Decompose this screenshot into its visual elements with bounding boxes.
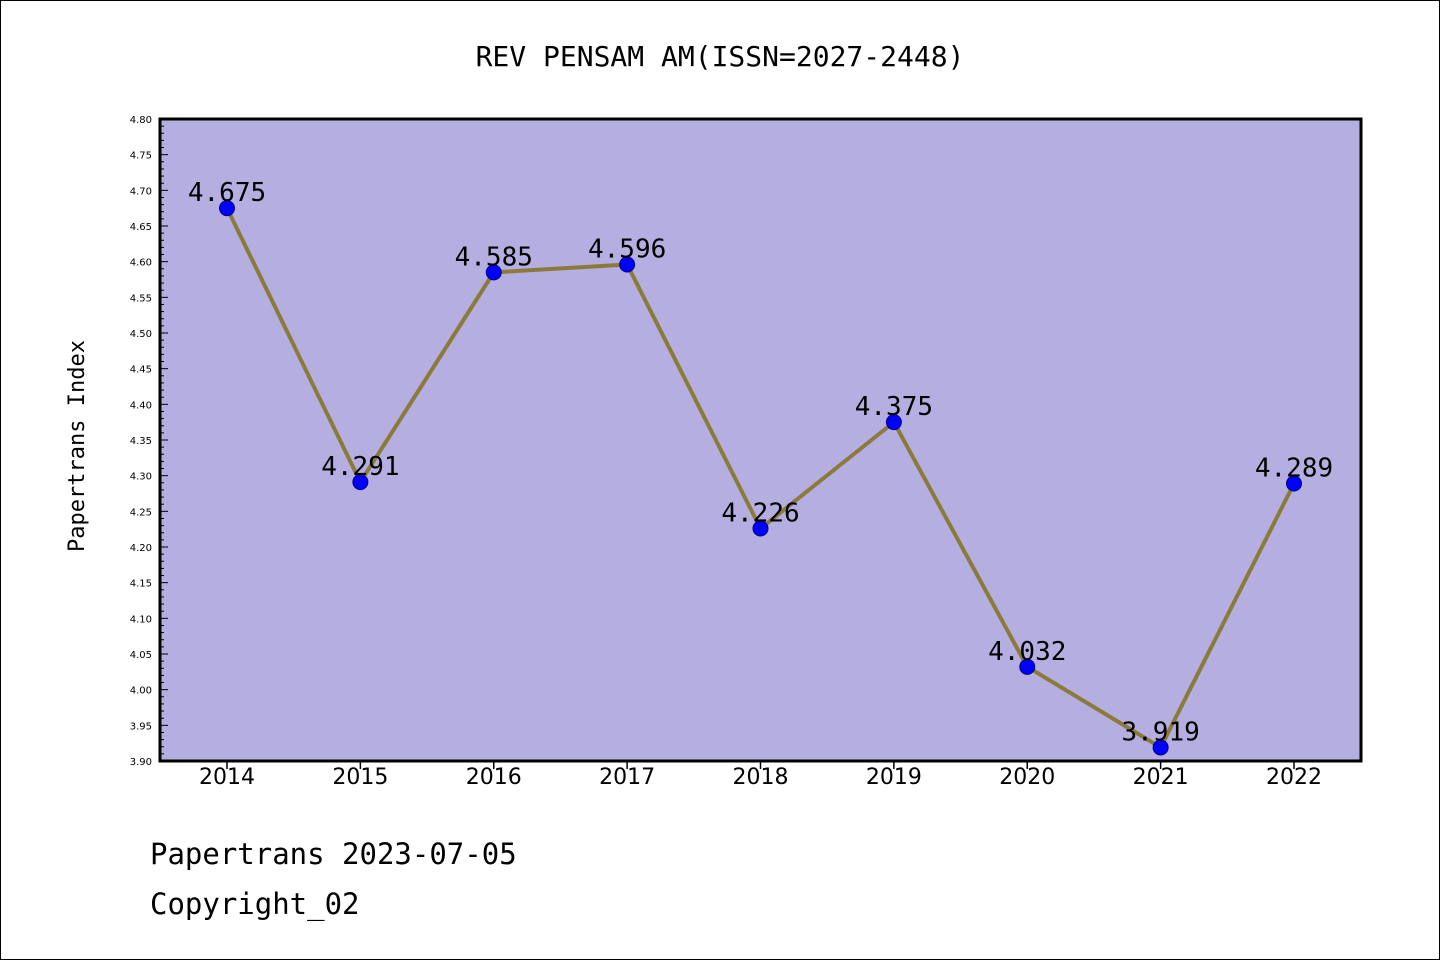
data-label: 4.289 xyxy=(1255,454,1333,484)
data-point xyxy=(1286,475,1302,492)
y-tick-label: 4.80 xyxy=(130,115,152,126)
y-tick-label: 4.05 xyxy=(130,650,152,661)
footer-copyright: Copyright_02 xyxy=(150,887,360,922)
y-axis-label: Papertrans Index xyxy=(65,340,90,552)
y-tick-label: 4.45 xyxy=(130,365,152,376)
y-tick-label: 4.40 xyxy=(130,400,152,411)
plot-area xyxy=(160,119,1361,761)
plot-border xyxy=(158,117,1363,763)
y-tick-label: 4.10 xyxy=(130,614,152,625)
data-label: 4.585 xyxy=(455,242,533,272)
y-tick-label: 4.25 xyxy=(130,507,152,518)
y-tick-label: 4.75 xyxy=(130,151,152,162)
data-label: 3.919 xyxy=(1121,717,1199,747)
y-tick-label: 4.15 xyxy=(130,579,152,590)
x-tick-label: 2015 xyxy=(332,765,388,790)
data-point xyxy=(752,520,769,537)
data-point xyxy=(219,200,235,217)
y-tick-label: 3.90 xyxy=(130,757,152,768)
data-point xyxy=(485,264,502,281)
data-label: 4.675 xyxy=(188,178,266,208)
data-labels: 4.675 4.291 4.585 4.596 4.226 4.375 4.032 3.919… xyxy=(188,178,1333,747)
data-point xyxy=(619,256,636,273)
y-tick-label: 4.65 xyxy=(130,222,152,233)
y-tick-label: 4.35 xyxy=(130,436,152,447)
x-tick-label: 2021 xyxy=(1133,765,1189,790)
data-label: 4.032 xyxy=(988,637,1066,667)
y-axis: 3.90 3.95 4.00 4.05 4.10 4.15 4.20 4.25 4.30 4.35… xyxy=(130,115,168,768)
y-tick-label: 4.55 xyxy=(130,293,152,304)
x-tick-label: 2014 xyxy=(199,765,255,790)
data-label: 4.596 xyxy=(588,235,666,265)
y-tick-label: 4.70 xyxy=(130,186,152,197)
data-point xyxy=(352,474,369,491)
data-label: 4.226 xyxy=(721,498,799,528)
footer-date: Papertrans 2023-07-05 xyxy=(150,837,517,871)
y-tick-label: 4.30 xyxy=(130,472,152,483)
x-tick-label: 2018 xyxy=(733,765,789,790)
y-tick-label: 4.00 xyxy=(130,686,152,697)
x-tick-label: 2017 xyxy=(599,765,655,790)
y-tick-label: 4.50 xyxy=(130,329,152,340)
x-tick-label: 2020 xyxy=(999,765,1055,790)
x-tick-label: 2019 xyxy=(866,765,922,790)
y-tick-label: 3.95 xyxy=(130,721,152,732)
chart-title: REV PENSAM AM(ISSN=2027-2448) xyxy=(476,40,965,73)
data-label: 4.375 xyxy=(855,392,933,422)
data-point xyxy=(1019,658,1036,675)
x-axis: 2014 2015 2016 2017 2018 2019 2020 2021 2022 xyxy=(199,761,1322,790)
data-label: 4.291 xyxy=(321,452,399,482)
y-tick-label: 4.60 xyxy=(130,258,152,269)
data-point xyxy=(1152,739,1169,756)
data-point xyxy=(885,414,902,431)
x-tick-label: 2016 xyxy=(466,765,522,790)
series-line xyxy=(219,200,1302,756)
y-tick-label: 4.20 xyxy=(130,543,152,554)
x-tick-label: 2022 xyxy=(1266,765,1322,790)
